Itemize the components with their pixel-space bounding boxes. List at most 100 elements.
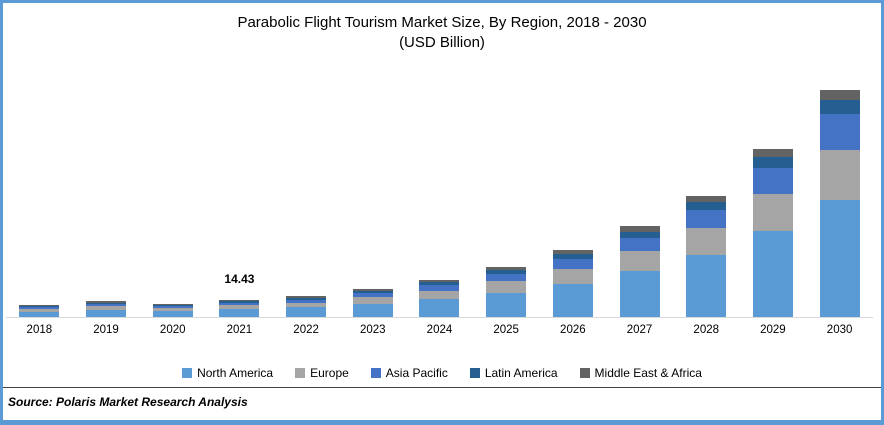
bar-segment-north-america-2028: [686, 255, 727, 317]
bar-segment-europe-2022: [286, 302, 327, 308]
bar-segment-middle-east-africa-2019: [86, 301, 127, 303]
bar-stack-2024: [419, 279, 460, 317]
legend-swatch-middle-east-africa: [579, 368, 590, 378]
bar-segment-middle-east-africa-2025: [486, 267, 527, 271]
bar-segment-europe-2029: [752, 193, 793, 231]
chart-bottom-divider: [3, 387, 881, 388]
bar-segment-latin-america-2018: [19, 305, 60, 308]
x-axis-label-2027: 2027: [626, 324, 653, 336]
bar-segment-middle-east-africa-2021: [219, 299, 260, 302]
legend-label-middle-east-africa: Middle East & Africa: [594, 366, 702, 380]
legend-item-latin-america: Latin America: [469, 366, 558, 380]
bar-segment-middle-east-africa-2029: [752, 149, 793, 158]
legend-item-europe: Europe: [295, 366, 349, 380]
bar-segment-north-america-2022: [286, 307, 327, 317]
bar-segment-asia-pacific-2023: [352, 293, 393, 298]
bar-segment-latin-america-2029: [752, 157, 793, 168]
bar-stack-2030: [819, 90, 860, 317]
bar-segment-latin-america-2028: [686, 201, 727, 210]
bar-segment-europe-2019: [86, 306, 127, 311]
bar-segment-latin-america-2026: [552, 254, 593, 259]
bar-segment-north-america-2027: [619, 271, 660, 317]
bar-segment-north-america-2018: [19, 311, 60, 317]
bar-segment-north-america-2019: [86, 310, 127, 317]
bar-stack-2029: [752, 149, 793, 317]
bar-column-2022: [273, 77, 340, 317]
source-note: Source: Polaris Market Research Analysis: [8, 395, 248, 409]
x-axis-label-2024: 2024: [426, 324, 453, 336]
bar-column-2019: [73, 77, 140, 317]
x-axis-label-2020: 2020: [159, 324, 186, 336]
bar-segment-north-america-2030: [819, 199, 860, 317]
legend-item-north-america: North America: [182, 366, 273, 380]
bar-segment-asia-pacific-2018: [19, 307, 60, 309]
bar-segment-asia-pacific-2027: [619, 237, 660, 252]
chart-title-line1: Parabolic Flight Tourism Market Size, By…: [237, 14, 647, 31]
bar-segment-latin-america-2021: [219, 301, 260, 303]
bar-column-2020: [139, 77, 206, 317]
bar-stack-2026: [552, 250, 593, 317]
legend-swatch-asia-pacific: [370, 368, 381, 378]
bar-stack-2028: [686, 195, 727, 317]
bar-segment-middle-east-africa-2020: [152, 303, 193, 305]
x-axis-label-2023: 2023: [359, 324, 386, 336]
bar-segment-north-america-2020: [152, 311, 193, 317]
bar-column-2027: [606, 77, 673, 317]
bar-segment-north-america-2025: [486, 292, 527, 317]
x-axis-label-2019: 2019: [93, 324, 119, 336]
bar-stack-2021: [219, 299, 260, 317]
legend-swatch-latin-america: [469, 368, 480, 378]
bar-segment-latin-america-2019: [86, 302, 127, 305]
legend-swatch-north-america: [182, 368, 193, 378]
bar-column-2024: [406, 77, 473, 317]
bar-segment-europe-2021: [219, 305, 260, 310]
bar-segment-asia-pacific-2029: [752, 167, 793, 194]
bar-segment-middle-east-africa-2026: [552, 250, 593, 255]
bar-stack-2020: [152, 303, 193, 317]
x-axis-label-2018: 2018: [26, 324, 53, 336]
bar-segment-latin-america-2023: [352, 290, 393, 294]
bar-segment-europe-2025: [486, 281, 527, 293]
bar-segment-middle-east-africa-2028: [686, 195, 727, 202]
legend-label-latin-america: Latin America: [484, 366, 558, 380]
bar-segment-middle-east-africa-2023: [352, 288, 393, 291]
legend-item-middle-east-africa: Middle East & Africa: [579, 366, 702, 380]
bar-stack-2019: [86, 301, 127, 317]
bar-segment-asia-pacific-2020: [152, 306, 193, 308]
bar-column-2023: [339, 77, 406, 317]
data-label-2021: 14.43: [224, 271, 255, 286]
bar-segment-middle-east-africa-2018: [19, 304, 60, 306]
bar-column-2025: [473, 77, 540, 317]
bar-column-2026: [540, 77, 607, 317]
bar-stack-2027: [619, 226, 660, 317]
bar-segment-middle-east-africa-2022: [286, 296, 327, 298]
bar-segment-latin-america-2022: [286, 297, 327, 300]
bar-segment-europe-2018: [19, 308, 60, 312]
x-axis-label-2022: 2022: [293, 324, 319, 336]
x-axis-label-2021: 2021: [226, 324, 253, 336]
chart-title-line2: (USD Billion): [399, 34, 485, 51]
bar-segment-latin-america-2025: [486, 270, 527, 274]
x-axis-label-2026: 2026: [560, 324, 586, 336]
bar-segment-europe-2030: [819, 149, 860, 200]
legend-item-asia-pacific: Asia Pacific: [370, 366, 448, 380]
bar-segment-latin-america-2020: [152, 304, 193, 307]
bar-segment-north-america-2021: [219, 309, 260, 317]
bar-segment-asia-pacific-2022: [286, 299, 327, 303]
bar-segment-europe-2026: [552, 268, 593, 284]
legend-swatch-europe: [295, 368, 306, 378]
bar-segment-north-america-2023: [352, 303, 393, 317]
x-axis-label-2030: 2030: [826, 324, 853, 336]
plot-area: 14.43: [6, 77, 873, 318]
bar-stack-2023: [352, 288, 393, 317]
bar-segment-europe-2024: [419, 290, 460, 300]
x-axis-label-2025: 2025: [493, 324, 519, 336]
bar-column-2028: [673, 77, 740, 317]
bar-column-2030: [806, 77, 873, 317]
bar-segment-latin-america-2024: [419, 282, 460, 286]
bar-column-2029: [740, 77, 807, 317]
legend-label-north-america: North America: [197, 366, 274, 380]
bar-segment-middle-east-africa-2027: [619, 226, 660, 232]
bar-segment-north-america-2029: [752, 230, 793, 317]
